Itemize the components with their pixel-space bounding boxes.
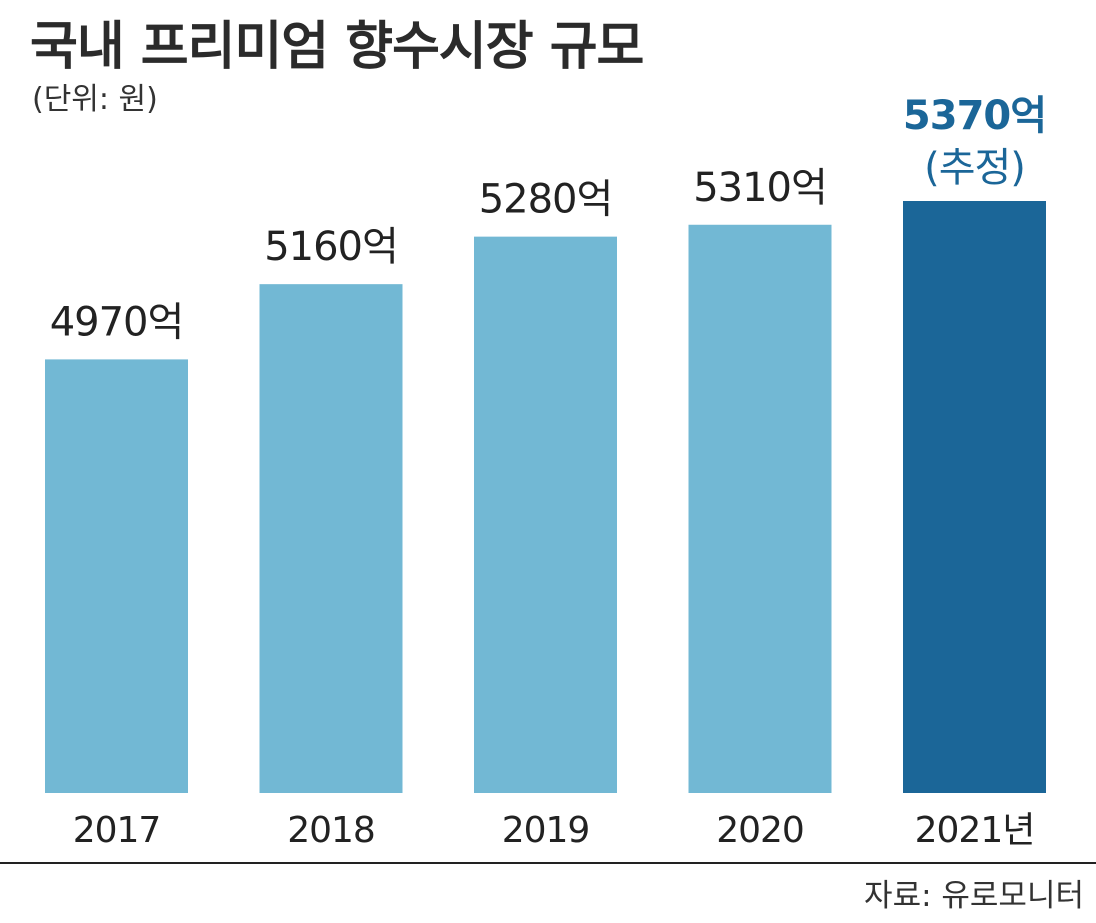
bar-2021년	[903, 201, 1046, 793]
x-tick-label-2021년: 2021년	[915, 810, 1035, 851]
chart-title: 국내 프리미엄 향수시장 규모	[30, 17, 644, 77]
value-label-2019: 5280억	[479, 177, 613, 223]
x-tick-label-2019: 2019	[502, 810, 590, 851]
bar-2020	[688, 224, 832, 793]
bar-2019	[474, 236, 617, 793]
value-label-2018: 5160억	[264, 224, 398, 270]
annotation-estimate: (추정)	[924, 145, 1025, 191]
bar-2018	[259, 284, 403, 793]
unit-label: (단위: 원)	[32, 82, 158, 117]
source-label: 자료: 유로모니터	[864, 878, 1084, 914]
bar-chart: 4970억 2017 5160억 2018 5280억 2019 5310억 2020 5370…	[45, 93, 1047, 851]
value-label-2020: 5310억	[693, 165, 827, 211]
footer-divider	[0, 862, 1096, 864]
x-tick-label-2017: 2017	[73, 810, 161, 851]
value-label-2017: 4970억	[50, 299, 184, 345]
bar-2017	[45, 359, 188, 793]
x-tick-label-2018: 2018	[287, 810, 375, 851]
value-label-2021년: 5370억	[903, 93, 1046, 139]
x-tick-label-2020: 2020	[716, 810, 804, 851]
